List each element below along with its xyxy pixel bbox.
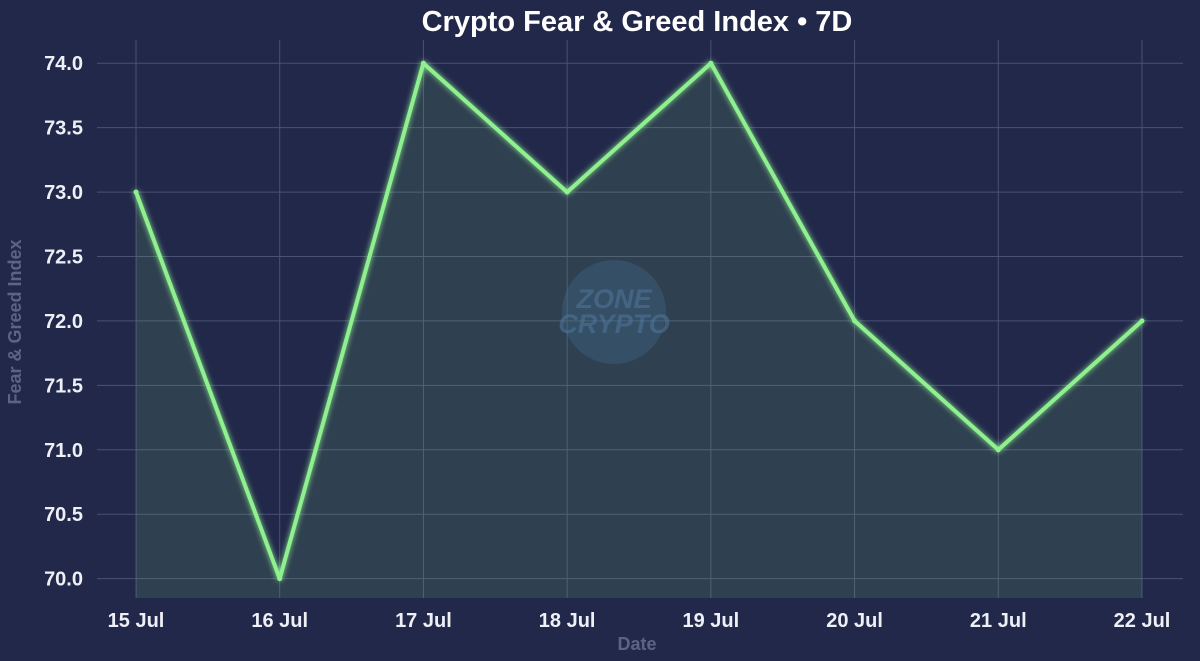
data-point-21-jul: [995, 447, 1001, 453]
x-tick-label: 15 Jul: [108, 610, 165, 632]
data-point-20-jul: [852, 318, 858, 324]
data-point-18-jul: [564, 189, 570, 195]
data-point-15-jul: [133, 189, 139, 195]
data-point-16-jul: [277, 576, 283, 582]
data-point-22-jul: [1139, 318, 1145, 324]
x-tick-label: 20 Jul: [826, 610, 883, 632]
grid-lines: [97, 40, 1183, 598]
y-axis-label: Fear & Greed Index: [5, 239, 25, 404]
data-point-17-jul: [420, 60, 426, 66]
x-axis-label: Date: [617, 634, 656, 654]
watermark-text-line2: CRYPTO: [558, 309, 670, 339]
x-tick-label: 21 Jul: [970, 610, 1027, 632]
y-tick-label: 73.5: [44, 118, 83, 140]
x-tick-label: 16 Jul: [251, 610, 308, 632]
y-tick-label: 74.0: [44, 53, 83, 75]
data-point-19-jul: [708, 60, 714, 66]
x-tick-label: 22 Jul: [1114, 610, 1171, 632]
area-fill: [136, 63, 1142, 598]
y-tick-label: 70.0: [44, 569, 83, 591]
watermark-globe-icon: [562, 260, 666, 364]
y-axis-ticks: 70.0 70.5 71.0 71.5 72.0 72.5 73.0 73.5 74.0: [44, 53, 83, 590]
x-tick-label: 17 Jul: [395, 610, 452, 632]
y-tick-label: 72.0: [44, 311, 83, 333]
series-line: [134, 61, 1144, 581]
data-points: [133, 60, 1145, 582]
y-tick-label: 71.0: [44, 440, 83, 462]
y-tick-label: 73.0: [44, 182, 83, 204]
x-tick-label: 19 Jul: [683, 610, 740, 632]
watermark-logo: ZONE CRYPTO: [558, 260, 670, 364]
watermark-text-line1: ZONE: [575, 284, 652, 314]
x-tick-label: 18 Jul: [539, 610, 596, 632]
y-tick-label: 70.5: [44, 504, 83, 526]
y-tick-label: 71.5: [44, 375, 83, 397]
y-tick-label: 72.5: [44, 246, 83, 268]
x-axis-ticks: 15 Jul 16 Jul 17 Jul 18 Jul 19 Jul 20 Jul 21 J…: [108, 610, 1171, 632]
chart-title: Crypto Fear & Greed Index • 7D: [422, 6, 853, 38]
